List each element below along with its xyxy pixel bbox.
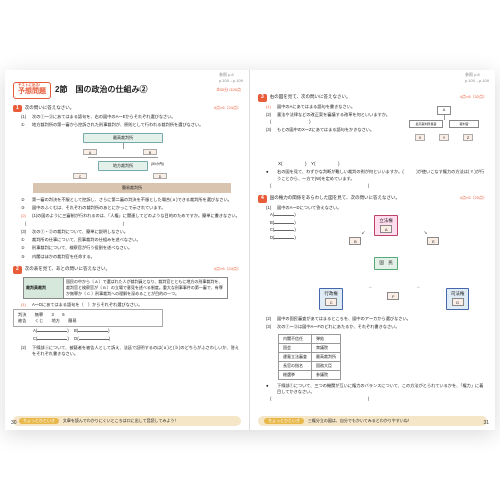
page-number-left: 30 (11, 420, 17, 428)
court-hierarchy-diagram: 最高裁判所 A B 地方裁判所 (50か所) C D 簡易裁判所 (23, 133, 241, 193)
question-3: 3 右の図を見て、次の問いに答えなさい。 4点×8〔32点〕 (1)図中のAにあ… (258, 94, 487, 189)
q-number: 2 (13, 266, 22, 274)
section-title: 2節 国の政治の仕組み② (55, 84, 147, 96)
question-2: 2 次の表を見て、あとの問いに答えなさい。 4点×6〔24点〕 裁判員裁判国民の… (13, 266, 241, 357)
q-number: 4 (258, 195, 267, 203)
people-box: 国 民 (374, 257, 398, 270)
q-number: 3 (258, 94, 267, 102)
page-number-right: 31 (483, 420, 489, 428)
page-ref-right: 参照 p.8 p.100→p.109 (465, 72, 489, 84)
time-score: ⏱30分 /100点 (217, 87, 241, 93)
three-powers-diagram: 立法権 A 行政権 C 司法権 D 国 民 B E F ↙ (319, 215, 469, 310)
org-tree-diagram: A 最高裁判所長官 裁判官 X Y Z (407, 106, 487, 154)
q-number: 1 (13, 105, 22, 113)
footer-right: ちょっとひといき 三権分立の図は、自分でもかいてみるとわかりやすいね！ (258, 416, 487, 426)
executive-box: 行政権 C (319, 288, 343, 310)
page-left: 参照 p.8 p.100→p.109 テストに出る! 予想問題 2節 国の政治の… (5, 70, 250, 430)
question-1: 1 次の問いに答えなさい。 4点×6〔24点〕 (1)次の①〜③にあてはまる語句… (13, 105, 241, 260)
question-4: 4 国の権力の関係をあらわした図を見て、次の問いに答えなさい。 4点×5〔20点… (258, 195, 487, 402)
choice-table: 内閣不信任弾劾 国会衆議院 違憲立法審査最高裁判所 長官の指名国務大臣 総選挙参… (278, 334, 341, 380)
footer-left: ちょっとひといき 文章を読んでわかりにくいところは口に出して音読してみよう！ (13, 416, 241, 426)
title-row: テストに出る! 予想問題 2節 国の政治の仕組み② ⏱30分 /100点 (13, 82, 241, 99)
yosou-badge: テストに出る! 予想問題 (13, 82, 51, 99)
textbook-spread: 参照 p.8 p.100→p.109 テストに出る! 予想問題 2節 国の政治の… (5, 70, 495, 430)
saiban-table: 裁判員裁判国民の中から〔 A 〕で選ばれた人が裁判員となり、裁判官とともに地方の… (23, 277, 228, 299)
judicial-box: 司法権 D (446, 288, 470, 310)
legislative-box: 立法権 A (374, 215, 398, 237)
page-ref-left: 参照 p.8 p.100→p.109 (219, 72, 243, 84)
page-right: 参照 p.8 p.100→p.109 3 右の図を見て、次の問いに答えなさい。 … (250, 70, 495, 430)
